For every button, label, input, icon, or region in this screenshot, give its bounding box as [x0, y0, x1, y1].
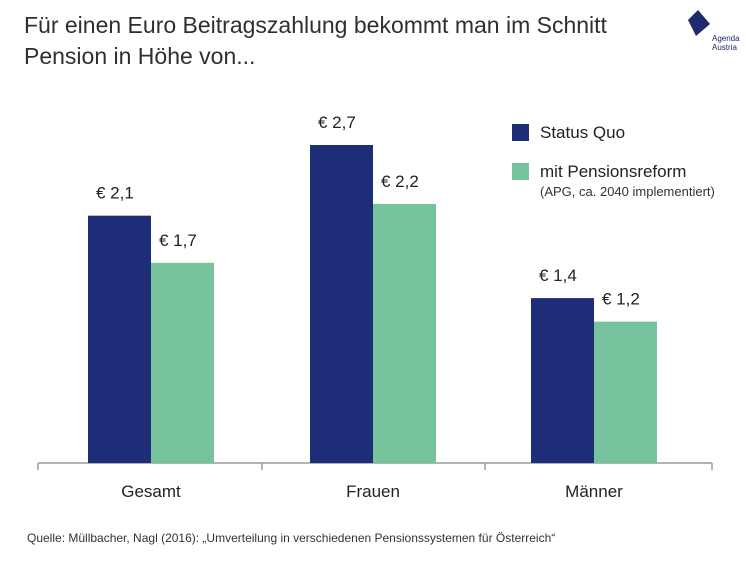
- bar-reform-gesamt: [151, 262, 214, 463]
- bar-status-quo-frauen: [310, 145, 373, 463]
- chart-title-line-1: Für einen Euro Beitragszahlung bekommt m…: [24, 12, 607, 38]
- category-label-frauen: Frauen: [346, 482, 400, 501]
- legend-label-status-quo: Status Quo: [540, 123, 626, 142]
- category-label-männer: Männer: [565, 482, 623, 501]
- logo-text-line-1: Agenda: [712, 34, 740, 43]
- bar-reform-frauen: [373, 203, 436, 463]
- legend-note-reform: (APG, ca. 2040 implementiert): [540, 184, 715, 199]
- bar-status-quo-gesamt: [88, 215, 151, 463]
- logo-diamond-icon: [688, 10, 710, 36]
- legend-swatch-status-quo: [512, 124, 529, 141]
- category-label-gesamt: Gesamt: [121, 482, 181, 501]
- chart-title-line-2: Pension in Höhe von...: [24, 43, 256, 69]
- agenda-austria-logo: Agenda Austria: [682, 8, 740, 52]
- value-label-status-quo-frauen: € 2,7: [318, 113, 356, 132]
- source-note: Quelle: Müllbacher, Nagl (2016): „Umvert…: [27, 531, 556, 545]
- value-label-status-quo-männer: € 1,4: [539, 266, 577, 285]
- legend-swatch-reform: [512, 163, 529, 180]
- logo-text-line-2: Austria: [712, 43, 737, 52]
- value-label-reform-männer: € 1,2: [602, 290, 640, 309]
- value-label-reform-gesamt: € 1,7: [159, 231, 197, 250]
- legend-label-reform: mit Pensionsreform: [540, 162, 687, 181]
- bar-status-quo-männer: [531, 298, 594, 463]
- value-label-status-quo-gesamt: € 2,1: [96, 184, 134, 203]
- bar-reform-männer: [594, 321, 657, 463]
- value-label-reform-frauen: € 2,2: [381, 172, 419, 191]
- chart-title: Für einen Euro Beitragszahlung bekommt m…: [24, 10, 654, 72]
